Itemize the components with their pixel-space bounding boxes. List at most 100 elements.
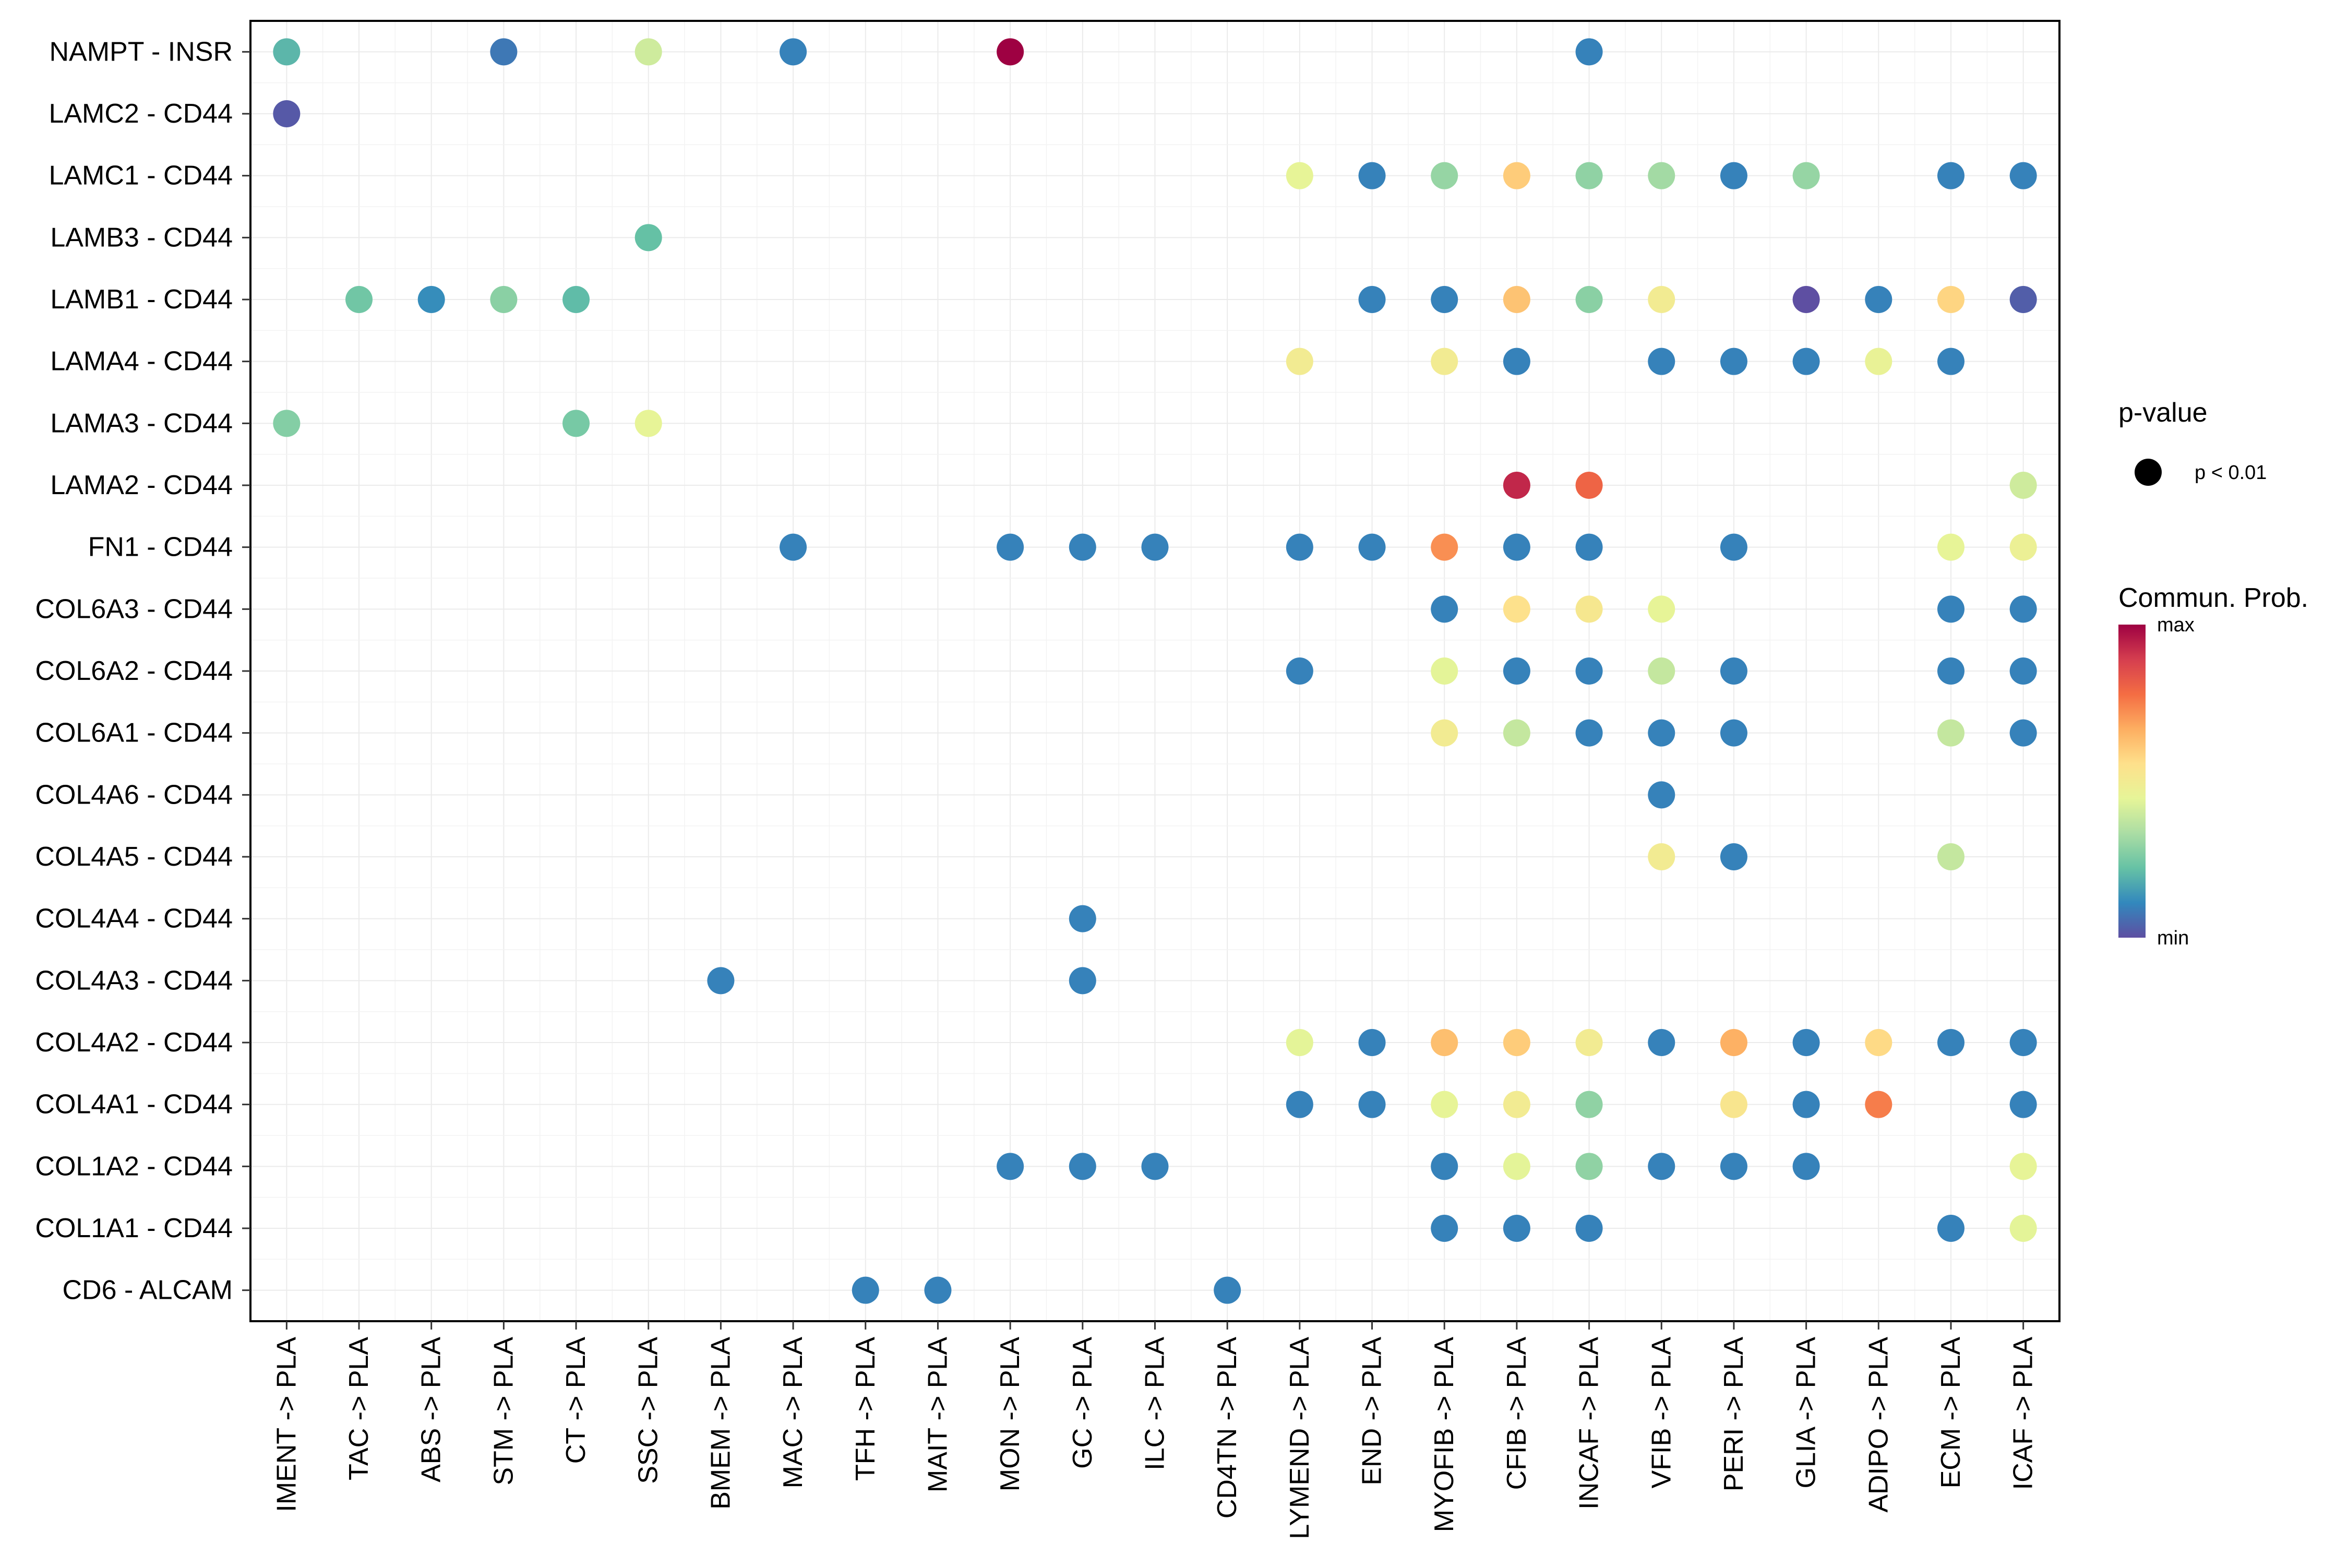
data-point (2009, 1091, 2037, 1118)
y-tick-label: COL1A1 - CD44 (35, 1213, 233, 1243)
data-point (1648, 162, 1675, 189)
data-point (1937, 595, 1964, 623)
data-point (1792, 286, 1820, 313)
data-point (1792, 1153, 1820, 1180)
prob-legend-max: max (2157, 614, 2195, 636)
data-point (2009, 286, 2037, 313)
data-point (1141, 533, 1169, 561)
data-point (1648, 1153, 1675, 1180)
x-tick-label: MAIT -> PLA (923, 1337, 953, 1492)
data-point (1286, 1091, 1313, 1118)
data-point (1720, 533, 1747, 561)
data-point (707, 967, 735, 995)
y-tick-label: COL4A5 - CD44 (35, 842, 233, 872)
x-tick-label: MON -> PLA (995, 1337, 1025, 1491)
y-tick-label: CD6 - ALCAM (62, 1275, 233, 1306)
data-point (634, 38, 662, 66)
x-tick-label: VFIB -> PLA (1646, 1337, 1676, 1489)
x-tick-label: BMEM -> PLA (705, 1337, 736, 1510)
y-tick-label: FN1 - CD44 (88, 532, 233, 562)
data-point (1069, 967, 1096, 995)
y-tick-label: COL4A2 - CD44 (35, 1027, 233, 1058)
data-point (1720, 1153, 1747, 1180)
x-tick-label: END -> PLA (1357, 1337, 1387, 1486)
data-point (1937, 719, 1964, 747)
x-tick-label: ICAF -> PLA (2008, 1337, 2039, 1490)
data-point (1358, 286, 1386, 313)
data-point (1575, 1029, 1603, 1056)
data-point (1503, 286, 1530, 313)
data-point (2009, 1153, 2037, 1180)
data-point (1720, 843, 1747, 870)
data-point (1575, 657, 1603, 685)
data-point (1720, 1029, 1747, 1056)
x-tick-label: ECM -> PLA (1936, 1337, 1966, 1489)
data-point (1575, 1215, 1603, 1242)
data-point (417, 286, 445, 313)
x-tick-label: ILC -> PLA (1140, 1337, 1170, 1470)
data-point (1431, 1029, 1458, 1056)
y-tick-label: COL6A3 - CD44 (35, 594, 233, 624)
x-tick-label: IMENT -> PLA (271, 1337, 302, 1512)
data-point (273, 100, 301, 127)
data-point (1286, 533, 1313, 561)
x-tick-label: TAC -> PLA (344, 1337, 374, 1480)
data-point (1648, 286, 1675, 313)
data-point (490, 38, 518, 66)
data-point (1431, 286, 1458, 313)
data-point (1503, 657, 1530, 685)
y-tick-label: COL6A2 - CD44 (35, 656, 233, 686)
data-point (1575, 719, 1603, 747)
data-point (273, 410, 301, 437)
data-point (1720, 719, 1747, 747)
data-point (1503, 1091, 1530, 1118)
data-point (1648, 657, 1675, 685)
data-point (490, 286, 518, 313)
data-point (1431, 1091, 1458, 1118)
data-point (780, 533, 807, 561)
data-point (1720, 348, 1747, 375)
data-point (1503, 533, 1530, 561)
x-tick-label: TFH -> PLA (850, 1337, 881, 1481)
data-point (1575, 595, 1603, 623)
data-point (1358, 162, 1386, 189)
data-point (2009, 1215, 2037, 1242)
x-tick-label: LYMEND -> PLA (1285, 1337, 1315, 1539)
data-point (2009, 719, 2037, 747)
data-point (1648, 843, 1675, 870)
data-point (1937, 657, 1964, 685)
prob-legend-title: Commun. Prob. (2118, 583, 2308, 613)
y-tick-label: COL4A1 - CD44 (35, 1090, 233, 1120)
data-point (634, 224, 662, 252)
data-point (997, 533, 1024, 561)
data-point (1648, 719, 1675, 747)
x-tick-label: MYOFIB -> PLA (1429, 1337, 1459, 1533)
data-point (1937, 162, 1964, 189)
data-point (1431, 1215, 1458, 1242)
y-tick-label: COL1A2 - CD44 (35, 1151, 233, 1181)
pvalue-legend-dot (2135, 459, 2162, 486)
y-tick-label: COL6A1 - CD44 (35, 718, 233, 748)
data-point (1575, 286, 1603, 313)
data-point (1431, 657, 1458, 685)
data-point (997, 38, 1024, 66)
y-tick-label: LAMA3 - CD44 (50, 408, 233, 438)
data-point (1358, 1091, 1386, 1118)
data-point (1503, 595, 1530, 623)
data-point (1937, 843, 1964, 870)
data-point (1431, 162, 1458, 189)
pvalue-legend-label: p < 0.01 (2195, 462, 2267, 484)
data-point (273, 38, 301, 66)
x-tick-label: PERI -> PLA (1719, 1337, 1749, 1492)
data-point (924, 1276, 952, 1304)
data-point (562, 410, 590, 437)
y-tick-label: LAMC2 - CD44 (49, 99, 233, 129)
y-tick-label: NAMPT - INSR (49, 37, 233, 67)
data-point (1141, 1153, 1169, 1180)
data-point (1286, 162, 1313, 189)
x-tick-label: CFIB -> PLA (1502, 1337, 1532, 1490)
data-point (780, 38, 807, 66)
data-point (1503, 162, 1530, 189)
data-point (1865, 348, 1892, 375)
data-point (1069, 905, 1096, 932)
